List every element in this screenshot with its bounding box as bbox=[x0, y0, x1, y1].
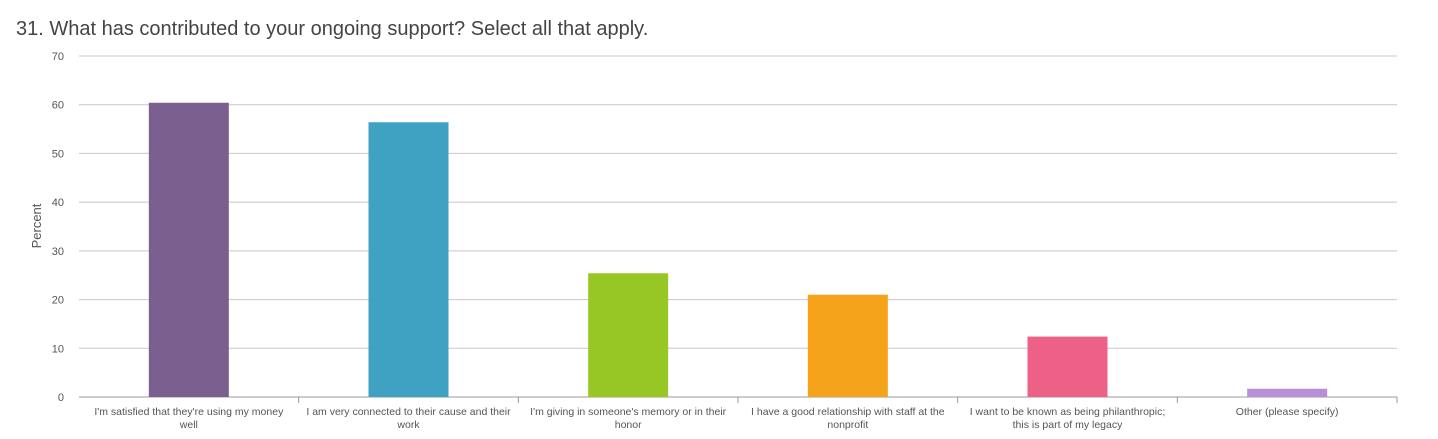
y-tick-label: 20 bbox=[52, 295, 64, 307]
y-tick-label: 10 bbox=[52, 343, 64, 355]
x-tick-label: I'm giving in someone's memory or in the… bbox=[530, 406, 727, 431]
x-axis-ticks: I'm satisfied that they're using my mone… bbox=[94, 397, 1398, 431]
x-tick-label: I am very connected to their cause and t… bbox=[306, 406, 511, 431]
y-tick-label: 60 bbox=[52, 100, 64, 112]
x-tick-label: Other (please specify) bbox=[1236, 406, 1339, 418]
y-axis-ticks: 0 10 20 30 40 50 60 70 bbox=[52, 51, 64, 404]
y-axis-title: Percent bbox=[29, 203, 44, 248]
chart-title: 31. What has contributed to your ongoing… bbox=[16, 18, 649, 40]
x-tick-label: I'm satisfied that they're using my mone… bbox=[94, 406, 284, 431]
y-tick-label: 30 bbox=[52, 246, 64, 258]
bar bbox=[588, 273, 669, 397]
bar bbox=[1247, 388, 1328, 397]
gridlines bbox=[79, 55, 1397, 398]
bar bbox=[368, 122, 449, 397]
bar bbox=[1027, 336, 1108, 397]
y-tick-label: 70 bbox=[52, 51, 64, 63]
bars bbox=[148, 102, 1328, 397]
y-tick-label: 50 bbox=[52, 148, 64, 160]
x-tick-label: I have a good relationship with staff at… bbox=[751, 406, 945, 431]
bar bbox=[807, 294, 888, 397]
bar bbox=[148, 102, 229, 397]
x-tick-label: I want to be known as being philanthropi… bbox=[970, 406, 1166, 431]
y-tick-label: 0 bbox=[58, 392, 64, 404]
y-tick-label: 40 bbox=[52, 197, 64, 209]
